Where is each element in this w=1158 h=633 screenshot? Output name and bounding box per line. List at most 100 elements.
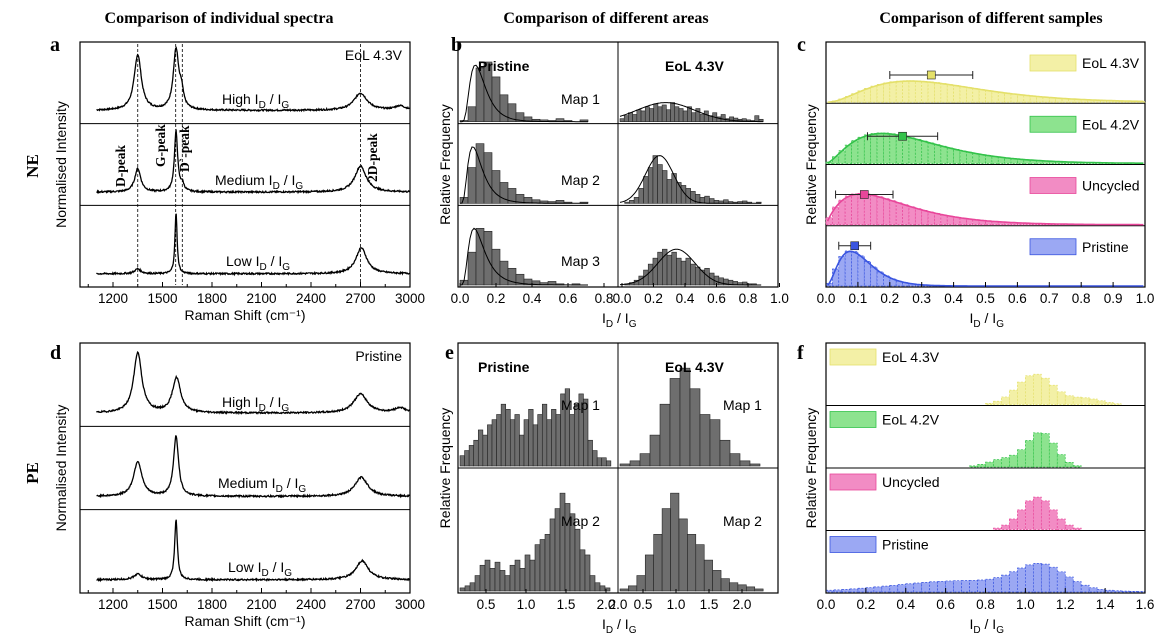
b-pristine-map3-bar — [467, 251, 477, 286]
x-tick-label: 0.2 — [856, 597, 875, 612]
e-pristine-map1-bar — [541, 403, 548, 467]
stacked-bar-f-2 — [1048, 509, 1058, 530]
stacked-bar-f-2 — [1072, 527, 1082, 530]
legend-swatch-c-2 — [1029, 177, 1077, 194]
stacked-bar-f-0 — [1048, 384, 1058, 405]
e-eol-map1-bar — [719, 439, 731, 467]
map-label-left-3: Map 3 — [561, 253, 600, 269]
x-tick-label: 0.2 — [487, 291, 506, 306]
peak-label-dprime: D`-peak — [177, 125, 192, 172]
x-tick-label: 0.6 — [936, 597, 955, 612]
e-eol-map2-bar — [695, 544, 705, 592]
b-eol-map1-bar — [628, 112, 633, 122]
stacked-bar-c-1 — [934, 144, 942, 164]
b-eol-map2-bar — [657, 164, 663, 204]
e-pristine-map2-bar — [529, 559, 536, 592]
stacked-bar-f-1 — [977, 464, 986, 468]
spectrum-d-1 — [96, 435, 411, 499]
e-eol-map2-bar — [628, 585, 638, 592]
e-pristine-map2-bar — [464, 585, 471, 592]
legend-swatch-f-1 — [829, 411, 877, 428]
stacked-bar-c-3 — [876, 271, 884, 287]
e-eol-map2-bar — [636, 575, 646, 592]
stacked-bar-f-1 — [1009, 454, 1018, 468]
e-eol-map1-bar — [639, 453, 651, 467]
stacked-bar-c-2 — [851, 193, 859, 226]
y-axis-label-e: Relative Frequency — [437, 408, 453, 529]
e-eol-map1-bar — [659, 403, 671, 467]
e-pristine-map1-bar — [459, 455, 465, 467]
stacked-bar-c-2 — [934, 213, 942, 226]
e-eol-map1-bar — [679, 367, 691, 467]
stacked-bar-c-1 — [883, 132, 891, 164]
spectra-frame-d — [79, 342, 411, 594]
x-tick-label: 1.5 — [700, 597, 719, 612]
e-eol-map1-bar — [669, 378, 681, 467]
e-pristine-map2-bar — [509, 564, 516, 592]
e-eol-map1-bar — [649, 434, 661, 467]
b-eol-map1-bar — [623, 115, 629, 122]
stacked-bar-c-2 — [883, 198, 891, 226]
e-pristine-map1-bar — [523, 419, 529, 467]
e-eol-map1-bar — [619, 463, 631, 467]
x-tick-label: 1.5 — [557, 597, 576, 612]
b-pristine-map1-bar — [491, 76, 501, 122]
b-eol-map2-fit — [619, 155, 762, 204]
stacked-bar-f-3 — [865, 587, 875, 593]
x-tick-label: 0.1 — [849, 291, 868, 306]
x-tick-label: 1500 — [147, 291, 177, 306]
x-tick-label: 0.8 — [595, 291, 614, 306]
e-eol-map2-bar — [746, 586, 756, 592]
stacked-bar-c-2 — [966, 218, 974, 226]
stacked-bar-f-3 — [1096, 588, 1106, 593]
e-pristine-map2-bar — [499, 570, 506, 592]
x-tick-label: 1.4 — [1096, 597, 1115, 612]
e-eol-map2-bar — [619, 588, 629, 592]
panel-letter-a: a — [50, 34, 60, 56]
stacked-bar-f-3 — [1112, 590, 1122, 593]
e-eol-map2-bar — [653, 534, 663, 592]
legend-label-f-3: Pristine — [882, 537, 929, 553]
x-tick-label: 0.5 — [477, 597, 496, 612]
e-pristine-map2-bar — [574, 528, 581, 592]
e-pristine-map2-bar — [604, 587, 611, 592]
stacked-bar-f-3 — [977, 579, 986, 593]
b-eol-map1-bar — [682, 110, 688, 122]
e-eol-map2-bar — [661, 508, 671, 592]
legend-label-f-1: EoL 4.2V — [882, 412, 940, 428]
spectrum-label-a-1: Medium ID / IG — [215, 172, 303, 192]
stacked-bar-c-1 — [966, 151, 974, 164]
legend-label-c-1: EoL 4.2V — [1082, 116, 1140, 132]
x-tick-label: 0.4 — [523, 291, 542, 306]
b-eol-map2-bar — [638, 188, 644, 204]
x-axis-label-f: ID / IG — [970, 616, 1005, 633]
spectrum-label-a-0: High ID / IG — [222, 91, 289, 111]
stacked-bar-c-0 — [902, 80, 910, 103]
stacked-bar-f-0 — [1001, 396, 1010, 405]
stacked-bar-f-0 — [1080, 397, 1090, 405]
panel-letter-d: d — [50, 342, 61, 364]
stacked-bar-c-1 — [876, 132, 884, 164]
stacked-bar-c-2 — [838, 199, 846, 226]
e-pristine-map1-bar — [519, 434, 525, 467]
b-pristine-map1-bar — [467, 106, 477, 122]
stacked-bar-f-1 — [985, 461, 994, 468]
x-tick-label: 1.6 — [1136, 597, 1155, 612]
row-label-ne: NE — [23, 154, 42, 178]
b-eol-map2-bar — [647, 167, 654, 204]
stacked-bar-c-0 — [895, 80, 903, 103]
stacked-bar-c-1 — [895, 134, 903, 164]
e-pristine-map2-bar — [579, 549, 586, 592]
b-eol-map3-bar — [680, 260, 687, 286]
stacked-bar-c-0 — [991, 91, 999, 103]
spectrum-label-d-0: High ID / IG — [222, 394, 289, 414]
e-pristine-map1-bar — [573, 403, 580, 467]
stacked-bar-c-0 — [883, 82, 891, 103]
b-eol-map2-bar — [643, 176, 649, 204]
stacked-bar-f-3 — [913, 582, 923, 593]
e-eol-map1-bar — [689, 388, 701, 467]
b-eol-map1-bar — [632, 114, 638, 122]
panel-letter-c: c — [797, 34, 806, 56]
e-eol-map2-bar — [670, 492, 680, 592]
b-eol-map1-bar — [699, 114, 705, 122]
